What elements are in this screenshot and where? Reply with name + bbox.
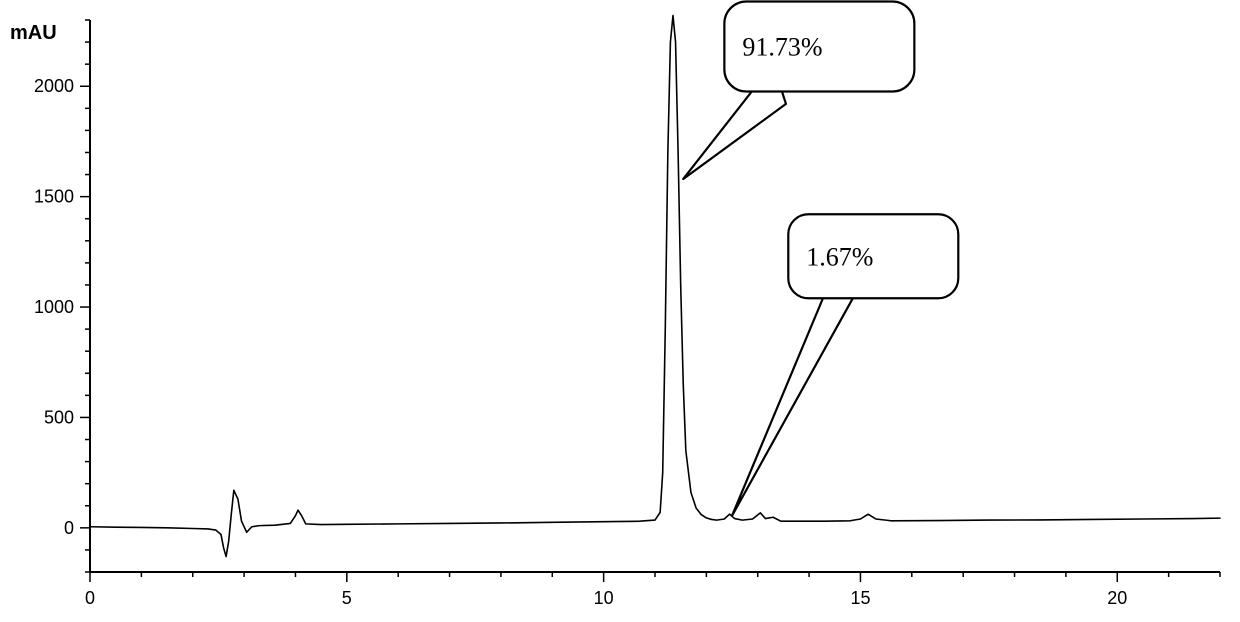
y-tick-label: 1500	[34, 187, 74, 207]
x-tick-label: 5	[342, 588, 352, 608]
y-tick-label: 2000	[34, 76, 74, 96]
x-tick-label: 20	[1107, 588, 1127, 608]
y-tick-label: 1000	[34, 297, 74, 317]
x-tick-label: 10	[594, 588, 614, 608]
x-tick-label: 15	[850, 588, 870, 608]
y-tick-label: 500	[44, 407, 74, 427]
x-tick-label: 0	[85, 588, 95, 608]
chart-svg: 0 5 10 15 20 0 500 1000 1500 2000 mAU 91.73% 1.67%	[0, 0, 1240, 622]
y-tick-label: 0	[64, 518, 74, 538]
chromatogram-chart: 0 5 10 15 20 0 500 1000 1500 2000 mAU 91.73% 1.67%	[0, 0, 1240, 622]
y-axis-label: mAU	[10, 22, 57, 44]
callout-text: 1.67%	[806, 242, 873, 271]
callout-text: 91.73%	[742, 33, 822, 62]
